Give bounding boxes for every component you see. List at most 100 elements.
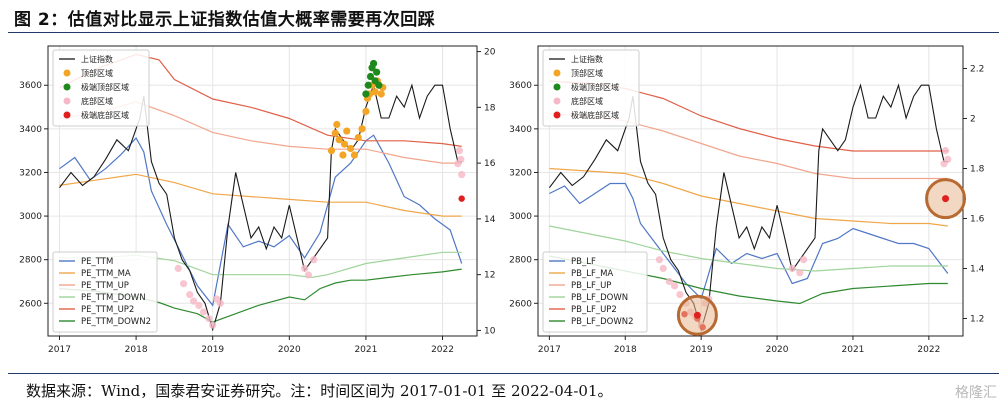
y-right-tick-label: 10 (484, 326, 496, 336)
y-right-tick-label: 14 (484, 215, 496, 225)
x-tick-label: 2020 (278, 345, 301, 355)
y-right-tick-label: 1.4 (970, 265, 985, 275)
bottom-zone-marker (205, 314, 213, 323)
bottom-zone-marker (209, 321, 217, 329)
legend-label: PE_TTM_UP2 (81, 305, 134, 315)
bottom-zone-marker (304, 271, 313, 279)
x-tick-label: 2018 (614, 345, 637, 355)
legend-box (52, 251, 158, 333)
y-left-tick-label: 3200 (509, 168, 532, 178)
extreme-top-marker (364, 81, 372, 89)
legend-label: PB_LF_MA (571, 269, 613, 279)
top-zone-marker (339, 151, 347, 159)
y-left-tick-label: 2600 (509, 299, 532, 309)
legend-label: PE_TTM_DOWN (81, 293, 146, 303)
y-right-tick-label: 2 (970, 115, 976, 125)
x-tick-label: 2019 (201, 345, 224, 355)
legend-label: PE_TTM (81, 257, 113, 267)
legend-swatch (553, 111, 561, 119)
legend-label: PE_TTM_MA (81, 269, 131, 279)
legend-label: PB_LF_UP2 (571, 305, 617, 315)
extreme-top-marker (375, 81, 383, 89)
bottom-zone-marker (195, 301, 203, 310)
right-chart: 2017 2018 2019 2020 2021 2022 2600 2800 3000 3200… (509, 45, 985, 355)
top-zone-marker (340, 140, 349, 148)
legend-label: PE_TTM_UP (81, 281, 129, 291)
bottom-zone-marker (457, 155, 465, 163)
legend-label: 上证指数 (81, 54, 113, 64)
top-zone-marker (343, 127, 351, 135)
top-zone-marker (335, 136, 343, 144)
legend-label: PB_LF_DOWN2 (571, 317, 634, 327)
y-left-tick-label: 2600 (19, 299, 42, 309)
legend-label: 顶部区域 (81, 68, 113, 78)
legend-swatch (63, 83, 71, 91)
y-left-tick-label: 3400 (19, 125, 42, 135)
top-zone-marker (377, 90, 385, 98)
legend-label: PE_TTM_DOWN2 (81, 317, 151, 327)
legend-label: 上证指数 (571, 54, 603, 64)
y-right-tick-label: 1.6 (970, 215, 985, 225)
index-line (548, 83, 948, 332)
bottom-zone-marker (665, 277, 673, 286)
top-zone-marker (371, 88, 379, 96)
y-right-tick-label: 16 (484, 159, 496, 169)
bottom-legend: PE_TTM PE_TTM_MA PE_TTM_UP PE_TTM_DOWN PE_TT… (52, 251, 158, 333)
legend-label: 底部区域 (571, 96, 603, 106)
extreme-bottom-marker (458, 195, 465, 202)
extreme-top-marker (369, 59, 378, 68)
bottom-zone-marker (941, 147, 950, 155)
y-right-tick-label: 20 (484, 48, 496, 58)
y-left-tick-label: 3600 (19, 81, 42, 91)
bottom-zone-marker (659, 264, 667, 273)
top-zone-marker (362, 107, 370, 116)
legend-swatch (63, 111, 71, 119)
bottom-zone-marker (301, 264, 309, 273)
y-left-tick-label: 3600 (509, 81, 532, 91)
legend-label: 极端顶部区域 (81, 82, 129, 92)
top-zone-marker (331, 129, 339, 137)
bottom-zone-marker (788, 264, 796, 273)
x-tick-label: 2019 (690, 345, 713, 355)
bottom-zone-marker (455, 147, 463, 155)
source-note: 数据来源：Wind，国泰君安证券研究。注：时间区间为 2017-01-01 至 … (26, 382, 613, 400)
legend-label: PB_LF_UP (571, 281, 611, 291)
legend-label: PB_LF (571, 257, 596, 267)
highlight-center-dot (693, 311, 701, 319)
title-divider (8, 32, 999, 33)
y-left-tick-label: 3200 (19, 168, 42, 178)
bottom-zone-marker (174, 264, 182, 273)
highlight-center-dot (942, 195, 950, 203)
y-right-tick-label: 2.2 (970, 65, 984, 75)
bottom-legend: PB_LF PB_LF_MA PB_LF_UP PB_LF_DOWN PB_LF_UP2… (542, 251, 648, 333)
top-zone-marker (358, 125, 366, 133)
legend-swatch (63, 97, 71, 105)
x-tick-label: 2021 (354, 345, 377, 355)
x-tick-label: 2021 (842, 345, 865, 355)
bottom-zone-marker (186, 290, 194, 299)
series-line-pe-ttm-down2 (59, 268, 462, 323)
legend-box (542, 49, 640, 127)
bottom-zone-marker (216, 299, 224, 307)
x-tick-label: 2017 (538, 345, 561, 355)
top-zone-marker (350, 151, 359, 159)
legend-label: 顶部区域 (571, 68, 603, 78)
bottom-zone-marker (944, 155, 952, 163)
y-right-tick-label: 1.2 (970, 315, 984, 325)
bottom-zone-marker (310, 256, 318, 264)
y-right-tick-label: 12 (484, 271, 495, 281)
legend-label: 极端顶部区域 (571, 82, 619, 92)
y-left-tick-label: 3000 (19, 212, 42, 222)
extreme-top-marker (362, 90, 370, 98)
bottom-zone-marker (458, 171, 466, 179)
top-zone-marker (327, 147, 336, 155)
bottom-zone-marker (189, 297, 198, 305)
top-zone-marker (354, 133, 362, 142)
legend-swatch (63, 69, 71, 77)
x-tick-label: 2017 (48, 345, 71, 355)
y-right-tick-label: 18 (484, 103, 496, 113)
bottom-zone-marker (676, 290, 684, 299)
series-line-pb-lf (549, 182, 949, 300)
